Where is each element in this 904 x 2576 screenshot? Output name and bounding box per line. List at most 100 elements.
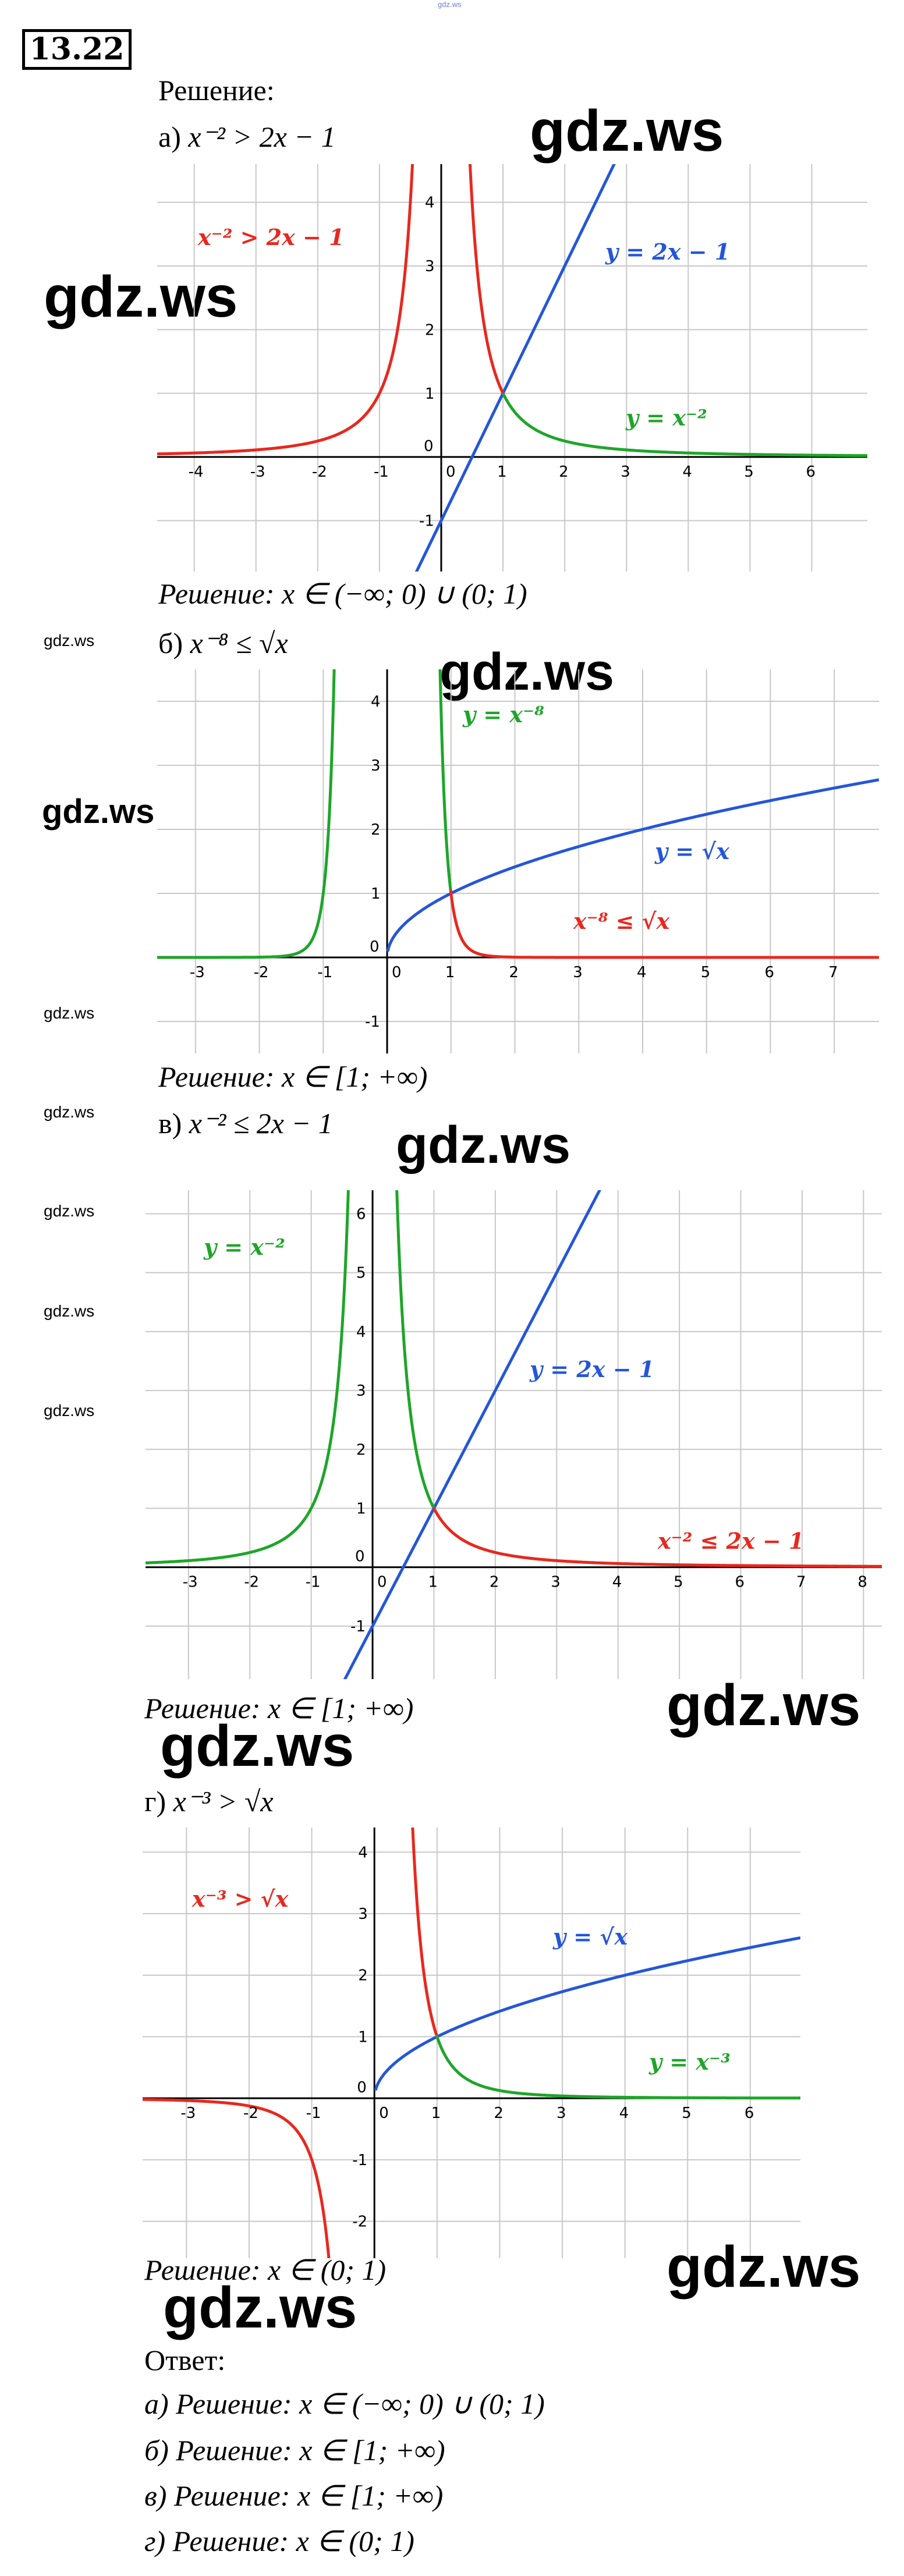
watermark: gdz.ws [42, 793, 155, 831]
x-tick-label: 1 [428, 1574, 438, 1591]
watermark-small: gdz.ws [44, 1401, 95, 1420]
graph-b-label-inequality: x⁻⁸ ≤ √x [573, 908, 670, 934]
y-tick-label: 2 [371, 821, 381, 839]
watermark: gdz.ws [163, 2275, 357, 2340]
graph-b-label-root: y = √x [655, 838, 730, 864]
y-tick-label: 3 [356, 1382, 366, 1400]
part-v-title: в) x⁻² ≤ 2x − 1 [158, 1106, 333, 1141]
x-tick-label: 0 [377, 1574, 387, 1591]
part-b-title: б) x⁻⁸ ≤ √x [158, 626, 288, 661]
x-tick-label: -2 [244, 1574, 259, 1591]
x-tick-label: -1 [317, 964, 332, 981]
y-tick-label: 4 [358, 1844, 368, 1861]
answer-g: г) Решение: x ∈ (0; 1) [144, 2525, 414, 2557]
series-line [146, 1190, 350, 1564]
x-tick-label: 2 [509, 964, 519, 981]
x-tick-label: 6 [806, 463, 816, 481]
y-tick-label: 6 [356, 1205, 366, 1223]
graph-v: -3 -2 -1 0 1 2 3 4 5 6 7 8 -1 0 1 2 3 4 5 6 [146, 1190, 882, 1679]
watermark: gdz.ws [667, 1673, 861, 1738]
y-tick-label: 3 [358, 1906, 368, 1923]
part-a-inequality: x⁻² > 2x − 1 [188, 120, 336, 153]
y-tick-label: 3 [371, 757, 381, 775]
x-tick-label: 5 [701, 964, 711, 981]
watermark-small: gdz.ws [44, 1103, 95, 1121]
series-line [438, 669, 452, 890]
part-a-prefix: а) [158, 120, 181, 153]
series-line [386, 778, 879, 952]
part-b-result: Решение: x ∈ [1; +∞) [158, 1060, 428, 1093]
watermark: gdz.ws [530, 98, 724, 164]
x-tick-label: -4 [189, 463, 204, 481]
y-tick-label: 1 [371, 885, 381, 903]
part-b-inequality: x⁻⁸ ≤ √x [190, 627, 288, 659]
x-tick-label: -2 [312, 463, 327, 481]
part-g-inequality: x⁻³ > √x [173, 1785, 274, 1818]
series-line [468, 164, 505, 394]
series-line [432, 1507, 882, 1568]
graph-g-label-inequality: x⁻³ > √x [192, 1886, 289, 1912]
part-v-prefix: в) [158, 1107, 182, 1140]
x-tick-label: 7 [796, 1574, 806, 1591]
x-tick-label: 4 [682, 463, 692, 481]
series-line [395, 1190, 435, 1509]
x-tick-label: 6 [745, 2105, 754, 2122]
series-line [411, 1828, 438, 2036]
x-tick-label: 3 [573, 964, 583, 981]
x-tick-label: 4 [619, 2105, 629, 2122]
x-tick-label: 0 [392, 964, 402, 981]
y-tick-label: 0 [357, 2079, 367, 2096]
y-tick-label: 2 [356, 1441, 366, 1459]
series-line [157, 164, 414, 456]
y-tick-label: -1 [419, 513, 434, 530]
series-line [435, 2035, 800, 2100]
x-tick-label: -2 [254, 964, 269, 981]
graph-v-label-line: y = 2x − 1 [530, 1356, 655, 1382]
y-tick-label: 4 [371, 693, 381, 711]
graph-v-label-inequality: x⁻² ≤ 2x − 1 [658, 1528, 804, 1554]
part-b-prefix: б) [158, 627, 183, 659]
x-tick-label: 2 [490, 1574, 499, 1591]
part-g-prefix: г) [144, 1785, 166, 1818]
graph-g-label-root: y = √x [553, 1924, 628, 1950]
answer-v: в) Решение: x ∈ [1; +∞) [144, 2479, 444, 2512]
x-tick-label: 3 [551, 1574, 561, 1591]
y-tick-label: -1 [352, 2152, 367, 2169]
answer-a: а) Решение: x ∈ (−∞; 0) ∪ (0; 1) [144, 2387, 545, 2420]
part-a-title: а) x⁻² > 2x − 1 [158, 119, 336, 154]
x-tick-label: 0 [379, 2105, 389, 2122]
y-tick-label: 0 [424, 438, 434, 455]
x-tick-label: -3 [190, 964, 205, 981]
y-tick-label: 2 [358, 1967, 368, 1985]
x-tick-label: 6 [764, 964, 774, 981]
series-line [143, 2098, 331, 2258]
series-line [449, 889, 879, 959]
x-tick-label: 4 [612, 1574, 622, 1591]
x-tick-label: -3 [250, 463, 265, 481]
answer-b: б) Решение: x ∈ [1; +∞) [144, 2434, 445, 2467]
graph-a-label-hyperbola: y = x⁻² [626, 405, 707, 431]
x-tick-label: 2 [494, 2105, 504, 2122]
part-a-result: Решение: x ∈ (−∞; 0) ∪ (0; 1) [158, 577, 527, 610]
part-v-result: Решение: x ∈ [1; +∞) [144, 1692, 414, 1725]
graph-v-label-hyperbola: y = x⁻² [204, 1234, 285, 1260]
graph-b: -3 -2 -1 0 1 2 3 4 5 6 7 -1 0 1 2 3 4 [157, 669, 879, 1053]
x-tick-label: 7 [828, 964, 838, 981]
y-tick-label: 4 [425, 194, 435, 212]
x-tick-label: -3 [180, 2105, 196, 2122]
x-tick-label: -1 [306, 2105, 321, 2122]
x-tick-label: 1 [445, 964, 455, 981]
x-tick-label: 3 [556, 2105, 566, 2122]
problem-number: 13.22 [22, 29, 132, 70]
watermark-small: gdz.ws [44, 1302, 95, 1320]
watermark-small: gdz.ws [44, 1202, 95, 1220]
y-tick-label: 1 [358, 2028, 368, 2046]
x-tick-label: 0 [446, 463, 456, 481]
watermark: gdz.ws [44, 264, 238, 329]
x-tick-label: 1 [431, 2105, 441, 2122]
x-tick-label: 5 [744, 463, 754, 481]
series-line [501, 392, 867, 457]
x-tick-label: -1 [374, 463, 389, 481]
graph-g: -3 -2 -1 0 1 2 3 4 5 6 -2 -1 0 1 2 3 4 [143, 1828, 800, 2258]
x-tick-label: 4 [637, 964, 647, 981]
